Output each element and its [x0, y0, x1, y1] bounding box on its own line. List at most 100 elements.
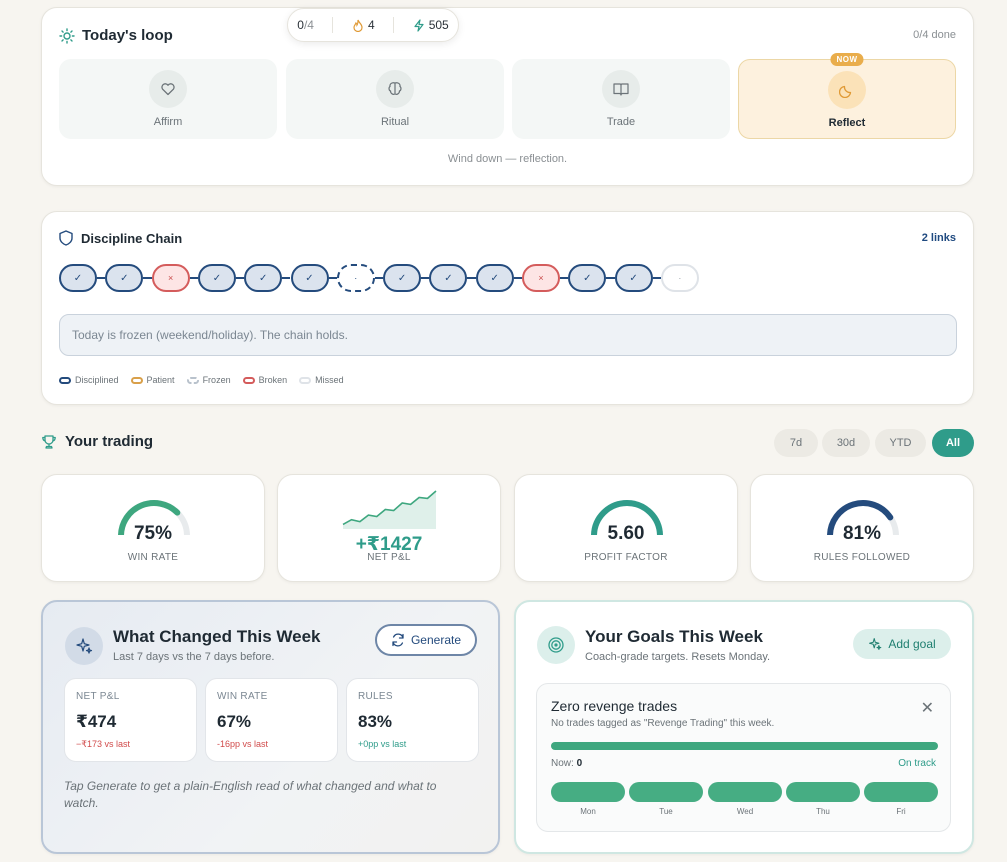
loop-tile-label: Reflect [828, 117, 866, 129]
gauge-fill [827, 500, 894, 535]
metric-caption: PROFIT FACTOR [584, 552, 668, 563]
chain-connector [606, 277, 615, 279]
legend-item: Patient [130, 375, 175, 385]
target-icon [537, 626, 575, 664]
goals-subtitle: Coach-grade targets. Resets Monday. [585, 651, 771, 663]
brain-icon [376, 70, 414, 108]
shield-icon [59, 230, 73, 246]
legend-swatch [242, 376, 255, 384]
stat-value: 83% [358, 712, 393, 731]
chain-note: Today is frozen (weekend/holiday). The c… [59, 314, 957, 356]
chain-connector [467, 277, 476, 279]
chain-link-disciplined[interactable]: ✓ [614, 264, 653, 292]
metric-profit-factor[interactable]: 5.60 PROFIT FACTOR [514, 474, 738, 582]
chain-connector [652, 277, 661, 279]
chain-link-disciplined[interactable]: ✓ [383, 264, 422, 292]
day-label: Thu [816, 807, 830, 816]
chain-connector [374, 277, 384, 279]
stat-delta: -16pp vs last [217, 739, 269, 749]
loop-tile-reflect[interactable]: NOW Reflect [738, 53, 956, 139]
xp-counter: 505 [413, 18, 449, 32]
chain-link-disciplined[interactable]: ✓ [244, 264, 283, 292]
chain-connector [97, 277, 106, 279]
loop-tile-label: Affirm [153, 116, 183, 128]
chain-title: Discipline Chain [81, 230, 183, 246]
profit-factor-gauge [591, 500, 663, 535]
close-icon[interactable]: ✕ [920, 700, 934, 717]
chain-link-disciplined[interactable]: ✓ [429, 264, 468, 292]
sparkline-line [342, 490, 437, 526]
stat-key: RULES [358, 691, 393, 702]
legend-label: Patient [146, 375, 175, 385]
range-all[interactable]: All [932, 429, 974, 457]
goal-item: Zero revenge trades No trades tagged as … [536, 683, 951, 832]
loop-tile-affirm[interactable]: Affirm [59, 59, 277, 139]
stat-value: ₹474 [76, 712, 117, 731]
trading-header: Your trading [41, 433, 153, 450]
sparkles-icon [869, 638, 882, 650]
add-goal-button[interactable]: Add goal [853, 629, 951, 659]
progress-value: 0 [297, 18, 304, 32]
moon-icon [828, 71, 866, 109]
divider [332, 17, 334, 33]
range-7d[interactable]: 7d [774, 429, 818, 457]
chain-link-missed[interactable]: · [660, 264, 699, 292]
chain-link-disciplined[interactable]: ✓ [105, 264, 144, 292]
metric-caption: NET P&L [367, 552, 411, 563]
goals-title: Your Goals This Week [585, 627, 763, 646]
legend-item: Disciplined [59, 375, 119, 385]
day-pill-mon [551, 782, 625, 802]
metric-caption: RULES FOLLOWED [813, 552, 911, 563]
metric-rules-followed[interactable]: 81% RULES FOLLOWED [750, 474, 974, 582]
chain-row: ✓ ✓ × ✓ ✓ ✓ · ✓ ✓ ✓ × ✓ ✓ · [59, 264, 759, 292]
chain-links-count: 2 links [921, 232, 956, 244]
chain-connector [143, 277, 152, 279]
range-30d[interactable]: 30d [822, 429, 870, 457]
stat-win-rate: WIN RATE 67% -16pp vs last [205, 678, 338, 762]
progress-pill[interactable]: 0/4 4 505 [287, 8, 459, 42]
sun-icon [59, 27, 75, 44]
metric-win-rate[interactable]: 75% WIN RATE [41, 474, 265, 582]
rules-followed-gauge [827, 500, 899, 535]
chain-link-disciplined[interactable]: ✓ [475, 264, 514, 292]
loop-tile-label: Ritual [380, 116, 410, 128]
loop-done-count: 0/4 done [913, 29, 956, 41]
chain-link-disciplined[interactable]: ✓ [290, 264, 329, 292]
legend-swatch [59, 376, 71, 384]
chain-link-disciplined[interactable]: ✓ [197, 264, 236, 292]
stat-key: NET P&L [76, 691, 120, 702]
legend-item: Broken [242, 375, 288, 385]
lightning-icon [414, 18, 424, 32]
discipline-chain-card: Discipline Chain 2 links ✓ ✓ × ✓ ✓ ✓ · ✓ ✓ ✓ × ✓ ✓ · … [41, 211, 974, 405]
chain-link-broken[interactable]: × [522, 264, 560, 292]
day-label: Wed [736, 807, 754, 816]
streak-value: 4 [367, 18, 375, 32]
legend-label: Broken [258, 375, 288, 385]
streak-counter: 4 [352, 18, 375, 32]
range-ytd[interactable]: YTD [875, 429, 926, 457]
loop-header: Today's loop [59, 27, 173, 44]
chain-link-disciplined[interactable]: ✓ [568, 264, 607, 292]
chain-connector [189, 277, 198, 279]
gauge-fill [591, 500, 663, 535]
day-pill-fri [864, 782, 938, 802]
loop-tile-trade[interactable]: Trade [512, 59, 730, 139]
changed-footer: Tap Generate to get a plain-English read… [64, 779, 437, 810]
goal-progress-bar [551, 742, 938, 750]
stat-delta: +0pp vs last [358, 739, 407, 749]
loop-tile-ritual[interactable]: Ritual [286, 59, 504, 139]
legend-item: Missed [299, 375, 344, 385]
metric-net-pnl[interactable]: +₹1427 NET P&L [277, 474, 501, 582]
metric-value: 75% [133, 523, 173, 544]
chain-connector [282, 277, 291, 279]
generate-button[interactable]: Generate [375, 624, 477, 656]
goal-title: Zero revenge trades [551, 698, 678, 714]
chain-link-broken[interactable]: × [151, 264, 190, 292]
stat-value: 67% [217, 712, 252, 731]
chain-link-frozen[interactable]: · [336, 264, 375, 292]
goal-now-label: Now: [551, 758, 574, 769]
chain-connector [513, 277, 522, 279]
goal-now-value: 0 [576, 758, 583, 769]
chain-link-disciplined[interactable]: ✓ [59, 264, 97, 292]
chain-connector [328, 277, 337, 279]
